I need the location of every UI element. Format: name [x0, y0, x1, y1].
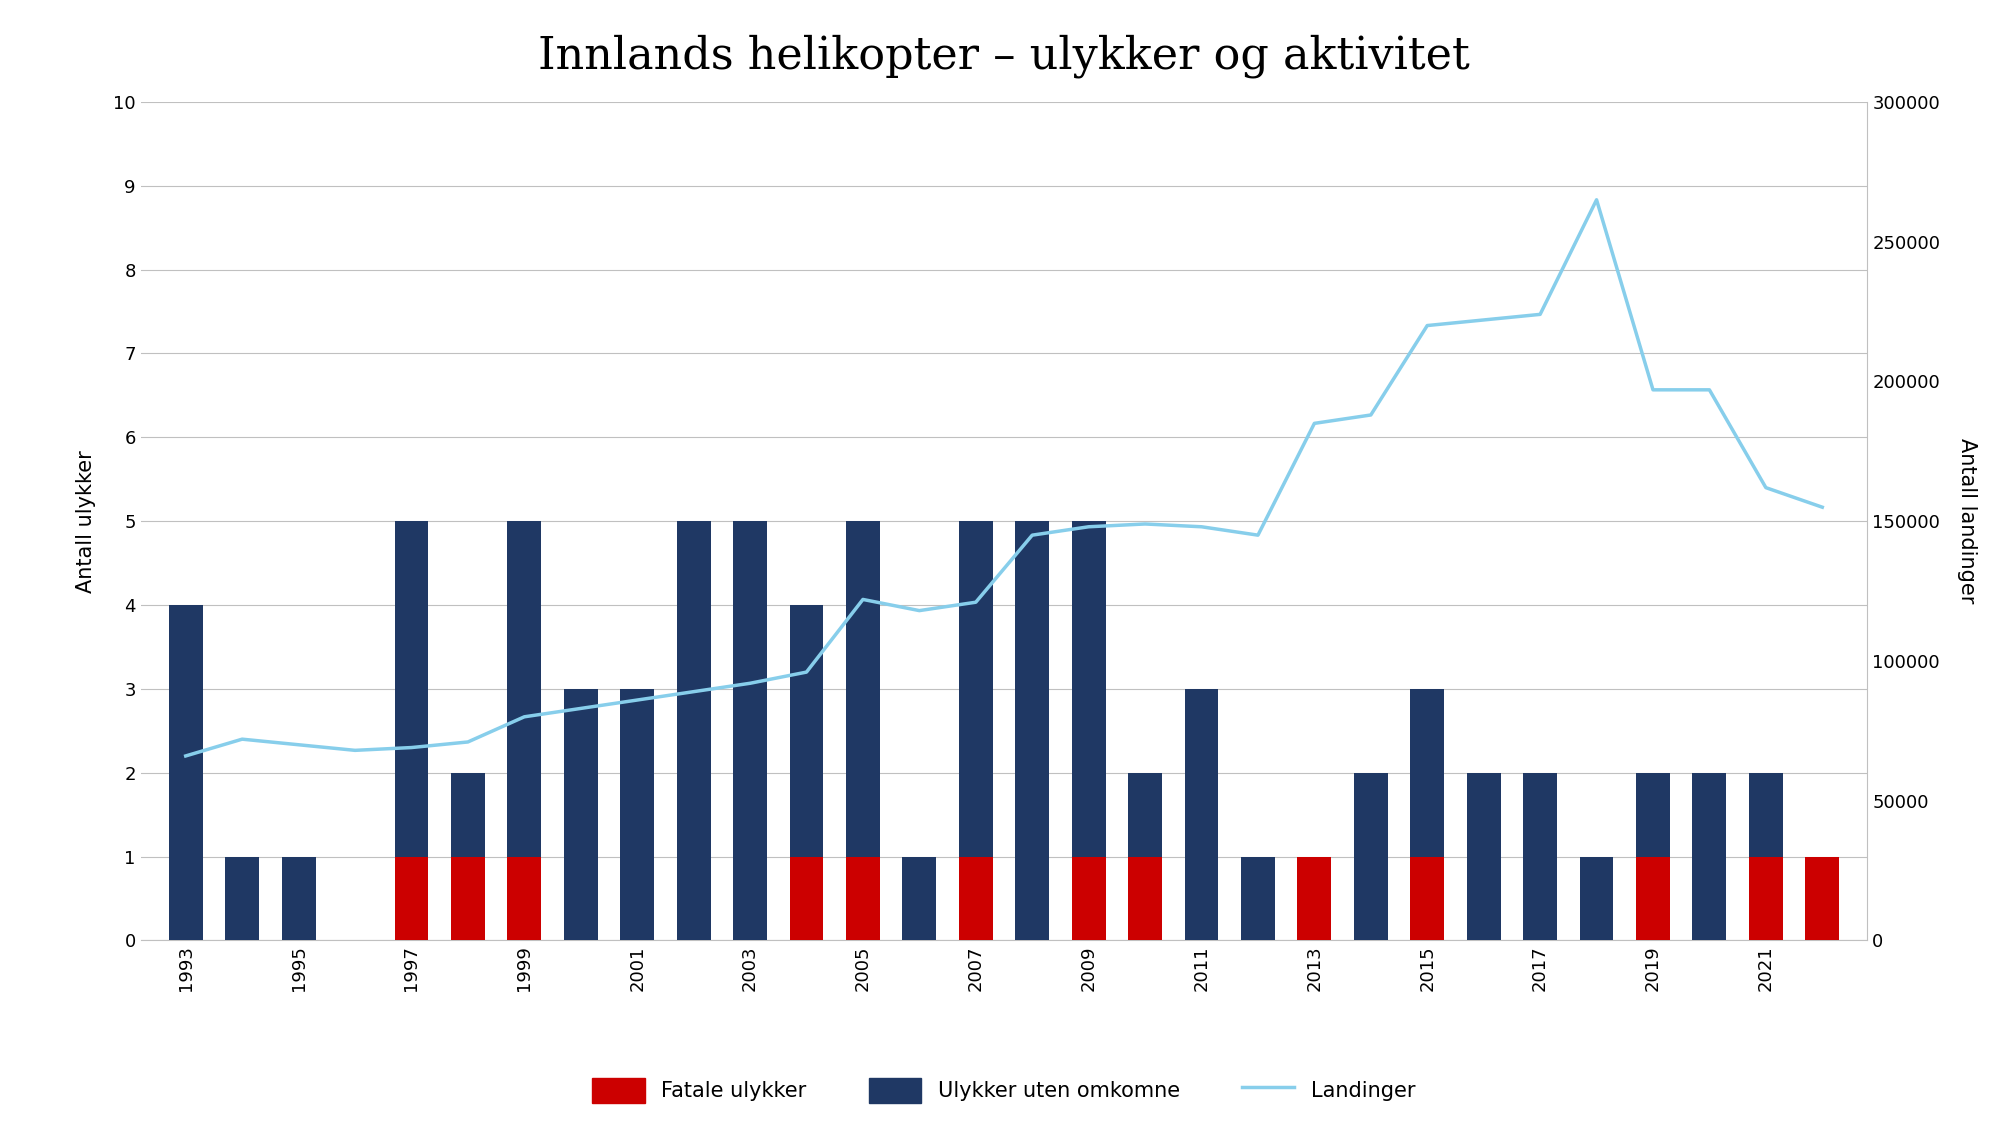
Bar [1016, 521, 1048, 940]
Bar [789, 605, 823, 857]
Bar [225, 857, 259, 940]
Bar [281, 857, 315, 940]
Bar [1636, 857, 1670, 940]
Bar [789, 857, 823, 940]
Bar [959, 857, 991, 940]
Bar [733, 521, 767, 940]
Bar [1184, 689, 1218, 940]
Bar [1128, 857, 1162, 940]
Bar [1580, 857, 1614, 940]
Bar [169, 605, 203, 940]
Bar [845, 857, 879, 940]
Bar [1240, 857, 1274, 940]
Bar [1465, 773, 1499, 940]
Bar [901, 857, 935, 940]
Bar [959, 521, 991, 857]
Bar [1353, 773, 1387, 940]
Y-axis label: Antall landinger: Antall landinger [1957, 438, 1977, 604]
Bar [1748, 857, 1782, 940]
Bar [1692, 773, 1726, 940]
Bar [1297, 857, 1331, 940]
Bar [1072, 521, 1106, 857]
Bar [393, 521, 427, 857]
Bar [1409, 857, 1443, 940]
Legend: Fatale ulykker, Ulykker uten omkomne, Landinger: Fatale ulykker, Ulykker uten omkomne, La… [584, 1070, 1423, 1111]
Bar [393, 857, 427, 940]
Title: Innlands helikopter – ulykker og aktivitet: Innlands helikopter – ulykker og aktivit… [538, 34, 1469, 78]
Bar [1804, 857, 1838, 940]
Y-axis label: Antall ulykker: Antall ulykker [76, 450, 96, 593]
Bar [1636, 773, 1670, 857]
Bar [452, 857, 484, 940]
Bar [1128, 773, 1162, 857]
Bar [1409, 689, 1443, 857]
Bar [1072, 857, 1106, 940]
Bar [452, 773, 484, 857]
Bar [1523, 773, 1555, 940]
Bar [1748, 773, 1782, 857]
Bar [676, 521, 710, 940]
Bar [845, 521, 879, 857]
Bar [564, 689, 598, 940]
Bar [508, 857, 542, 940]
Bar [508, 521, 542, 857]
Bar [620, 689, 654, 940]
